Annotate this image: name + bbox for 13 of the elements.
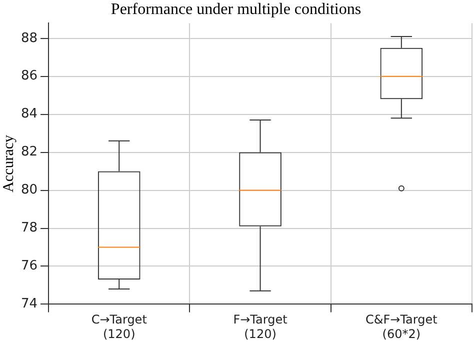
y-tick-label: 74	[20, 296, 38, 312]
x-tick-label: F→Target (120)	[233, 312, 288, 341]
x-tick-label: C→Target (120)	[91, 312, 148, 341]
y-tick-label: 76	[20, 258, 38, 274]
y-tick-label: 84	[20, 106, 38, 122]
y-axis-title: Accuracy	[0, 134, 17, 192]
y-tick-label: 78	[20, 220, 38, 236]
y-tick-label: 80	[20, 182, 38, 198]
y-tick-label: 88	[20, 30, 38, 46]
chart-title: Performance under multiple conditions	[110, 0, 362, 18]
y-tick-label: 86	[20, 68, 38, 84]
y-tick-label: 82	[20, 144, 38, 160]
x-tick-label: C&F→Target (60*2)	[366, 312, 438, 341]
